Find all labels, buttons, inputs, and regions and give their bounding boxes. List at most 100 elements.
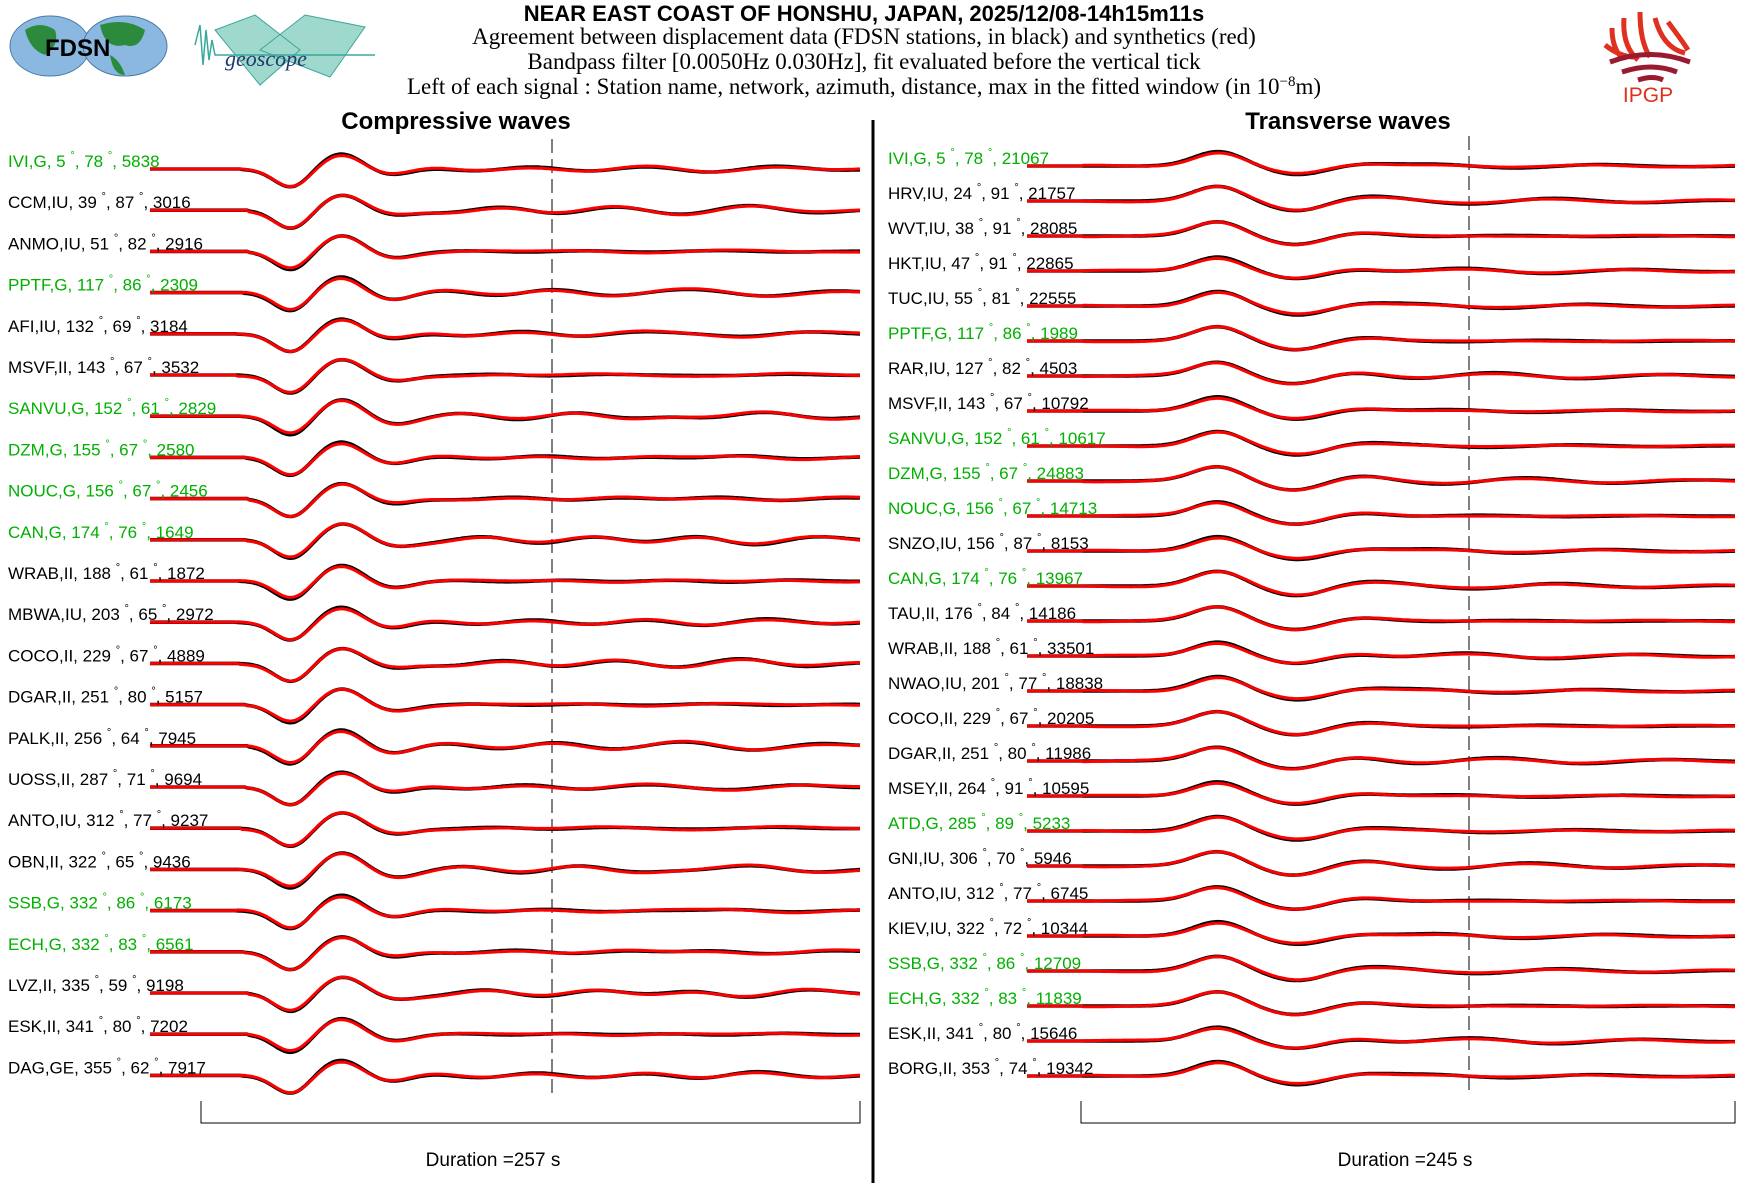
synthetic-trace bbox=[150, 647, 861, 683]
station-row: ATD,G, 285 °, 89 °, 5233 bbox=[888, 812, 1735, 842]
station-label: SNZO,IU, 156 °, 87 °, 8153 bbox=[888, 532, 1089, 553]
station-row: TUC,IU, 55 °, 81 °, 22555 bbox=[888, 287, 1736, 317]
station-row: SANVU,G, 152 °, 61 °, 2829 bbox=[8, 397, 861, 437]
synthetic-trace bbox=[150, 936, 861, 972]
station-label: COCO,II, 229 °, 67 °, 4889 bbox=[8, 644, 205, 665]
synthetic-trace bbox=[1027, 396, 1736, 420]
station-row: PALK,II, 256 °, 64 °, 7945 bbox=[8, 727, 861, 766]
station-label: MSVF,II, 143 °, 67 °, 10792 bbox=[888, 392, 1089, 413]
station-row: MSVF,II, 143 °, 67 °, 3532 bbox=[8, 356, 861, 395]
station-row: ECH,G, 332 °, 83 °, 6561 bbox=[8, 933, 861, 972]
station-row: SSB,G, 332 °, 86 °, 12709 bbox=[888, 952, 1735, 983]
station-row: ANMO,IU, 51 °, 82 °, 2916 bbox=[8, 232, 861, 272]
subtitle-line-1: Agreement between displacement data (FDS… bbox=[472, 24, 1256, 49]
station-row: NWAO,IU, 201 °, 77 °, 18838 bbox=[888, 672, 1735, 702]
synthetic-trace bbox=[1027, 781, 1736, 805]
synthetic-trace bbox=[1027, 815, 1735, 841]
synthetic-trace bbox=[1027, 291, 1736, 316]
duration-bracket-transverse bbox=[1080, 1101, 1736, 1124]
ipgp-logo: IPGP bbox=[1603, 11, 1691, 107]
station-row: ESK,II, 341 °, 80 °, 15646 bbox=[888, 1022, 1736, 1050]
synthetic-trace bbox=[150, 234, 861, 270]
station-label: MSVF,II, 143 °, 67 °, 3532 bbox=[8, 356, 199, 377]
station-label: WRAB,II, 188 °, 61 °, 33501 bbox=[888, 637, 1094, 658]
station-label: KIEV,IU, 322 °, 72 °, 10344 bbox=[888, 917, 1088, 938]
station-label: SSB,G, 332 °, 86 °, 12709 bbox=[888, 952, 1081, 973]
station-row: TAU,II, 176 °, 84 °, 14186 bbox=[888, 602, 1736, 632]
station-row: LVZ,II, 335 °, 59 °, 9198 bbox=[8, 974, 861, 1014]
synthetic-trace bbox=[150, 811, 861, 848]
synthetic-trace bbox=[150, 482, 861, 519]
station-row: HKT,IU, 47 °, 91 °, 22865 bbox=[888, 252, 1736, 281]
station-label: NOUC,G, 156 °, 67 °, 2456 bbox=[8, 480, 208, 501]
station-row: ANTO,IU, 312 °, 77 °, 6745 bbox=[888, 882, 1735, 911]
station-row: KIEV,IU, 322 °, 72 °, 10344 bbox=[888, 917, 1736, 946]
station-row: COCO,II, 229 °, 67 °, 20205 bbox=[888, 707, 1736, 737]
synthetic-trace bbox=[1027, 921, 1736, 945]
station-row: WRAB,II, 188 °, 61 °, 1872 bbox=[8, 562, 861, 601]
station-row: AFI,IU, 132 °, 69 °, 3184 bbox=[8, 315, 861, 354]
synthetic-trace bbox=[150, 975, 861, 1012]
synthetic-trace bbox=[150, 687, 861, 723]
station-row: DZM,G, 155 °, 67 °, 24883 bbox=[888, 462, 1736, 492]
compressive-panel: IVI,G, 5 °, 78 °, 5838 CCM,IU, 39 °, 87 °… bbox=[8, 139, 861, 1096]
station-row: WRAB,II, 188 °, 61 °, 33501 bbox=[888, 637, 1736, 666]
synthetic-trace bbox=[1027, 955, 1735, 982]
observed-trace bbox=[1027, 919, 1736, 946]
station-row: NOUC,G, 156 °, 67 °, 2456 bbox=[8, 480, 861, 519]
station-label: DZM,G, 155 °, 67 °, 24883 bbox=[888, 462, 1084, 483]
station-row: ECH,G, 332 °, 83 °, 11839 bbox=[888, 987, 1735, 1017]
station-row: COCO,II, 229 °, 67 °, 4889 bbox=[8, 644, 861, 684]
station-label: ATD,G, 285 °, 89 °, 5233 bbox=[888, 812, 1070, 833]
synthetic-trace bbox=[1027, 151, 1736, 175]
synthetic-trace bbox=[150, 730, 860, 765]
fdsn-logo: FDSN bbox=[9, 15, 168, 77]
station-label: CAN,G, 174 °, 76 °, 1649 bbox=[8, 521, 194, 542]
synthetic-trace bbox=[150, 277, 861, 311]
station-label: PPTF,G, 117 °, 86 °, 2309 bbox=[8, 274, 198, 295]
svg-text:FDSN: FDSN bbox=[45, 35, 110, 62]
station-row: UOSS,II, 287 °, 71 °, 9694 bbox=[8, 768, 861, 807]
station-label: UOSS,II, 287 °, 71 °, 9694 bbox=[8, 768, 202, 789]
transverse-panel: IVI,G, 5 °, 78 °, 21067 HRV,IU, 24 °, 91 … bbox=[888, 136, 1736, 1096]
observed-trace bbox=[150, 193, 861, 230]
station-row: ANTO,IU, 312 °, 77 °, 9237 bbox=[8, 809, 861, 848]
synthetic-trace bbox=[1027, 465, 1736, 492]
station-label: LVZ,II, 335 °, 59 °, 9198 bbox=[8, 974, 184, 995]
station-label: DAG,GE, 355 °, 62 °, 7917 bbox=[8, 1056, 206, 1077]
station-row: IVI,G, 5 °, 78 °, 5838 bbox=[8, 150, 861, 189]
synthetic-trace bbox=[1027, 184, 1736, 212]
station-row: SANVU,G, 152 °, 61 °, 10617 bbox=[888, 427, 1735, 457]
station-row: ESK,II, 341 °, 80 °, 7202 bbox=[8, 1015, 861, 1055]
observed-trace bbox=[150, 646, 861, 684]
synthetic-trace bbox=[1027, 257, 1736, 280]
station-label: NOUC,G, 156 °, 67 °, 14713 bbox=[888, 497, 1097, 518]
synthetic-trace bbox=[150, 895, 861, 930]
synthetic-trace bbox=[1027, 1061, 1735, 1085]
subtitle-line-3: Left of each signal : Station name, netw… bbox=[407, 74, 1321, 99]
duration-bracket-compressive bbox=[200, 1101, 861, 1124]
station-row: CAN,G, 174 °, 76 °, 13967 bbox=[888, 567, 1736, 598]
station-label: ANTO,IU, 312 °, 77 °, 9237 bbox=[8, 809, 208, 830]
station-label: ECH,G, 332 °, 83 °, 6561 bbox=[8, 933, 194, 954]
panel-title-compressive: Compressive waves bbox=[341, 108, 570, 135]
station-row: MSVF,II, 143 °, 67 °, 10792 bbox=[888, 392, 1736, 421]
station-row: MSEY,II, 264 °, 91 °, 10595 bbox=[888, 777, 1736, 806]
synthetic-trace bbox=[150, 357, 861, 394]
station-row: RAR,IU, 127 °, 82 °, 4503 bbox=[888, 357, 1736, 386]
station-label: MSEY,II, 264 °, 91 °, 10595 bbox=[888, 777, 1089, 798]
synthetic-trace bbox=[1027, 361, 1736, 386]
station-label: AFI,IU, 132 °, 69 °, 3184 bbox=[8, 315, 188, 336]
station-label: BORG,II, 353 °, 74 °, 19342 bbox=[888, 1057, 1093, 1078]
synthetic-trace bbox=[1027, 325, 1735, 351]
station-label: PPTF,G, 117 °, 86 °, 1989 bbox=[888, 322, 1078, 343]
synthetic-trace bbox=[1027, 430, 1735, 456]
synthetic-trace bbox=[1027, 501, 1735, 526]
station-row: DGAR,II, 251 °, 80 °, 11986 bbox=[888, 742, 1735, 771]
figure-title: NEAR EAST COAST OF HONSHU, JAPAN, 2025/1… bbox=[524, 1, 1205, 26]
station-label: CAN,G, 174 °, 76 °, 13967 bbox=[888, 567, 1083, 588]
synthetic-trace bbox=[150, 565, 861, 599]
station-label: SSB,G, 332 °, 86 °, 6173 bbox=[8, 892, 192, 913]
station-label: SANVU,G, 152 °, 61 °, 2829 bbox=[8, 397, 216, 418]
